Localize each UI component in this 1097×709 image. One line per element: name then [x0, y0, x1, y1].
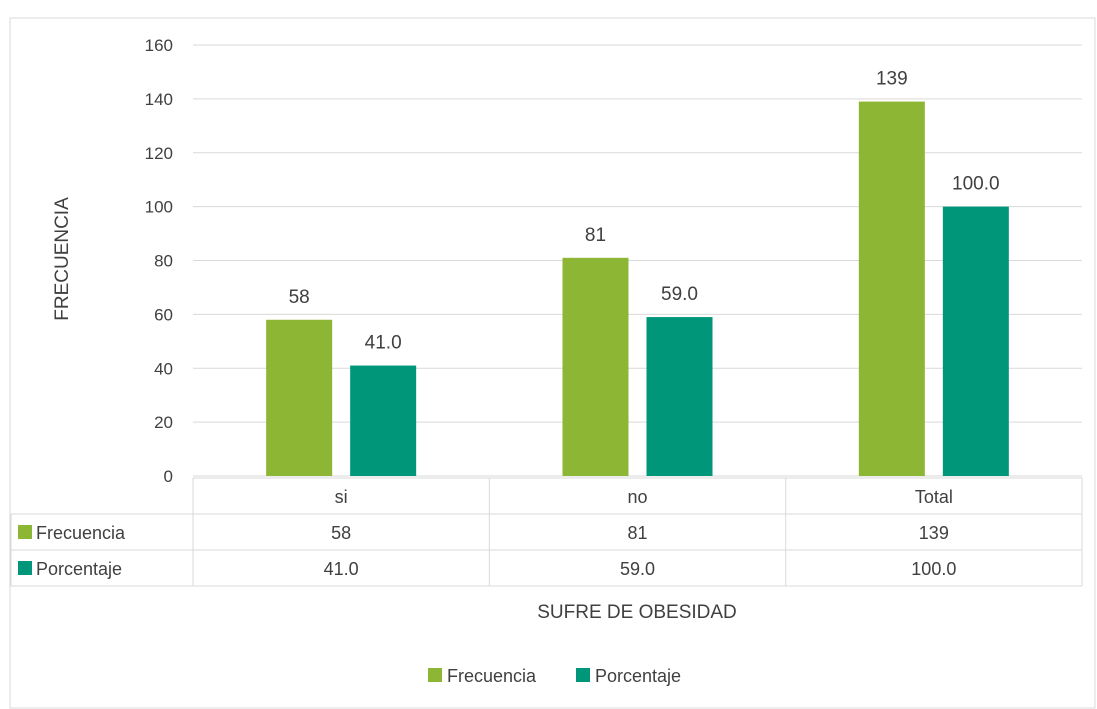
data-label: 139 — [876, 69, 908, 90]
legend: Frecuencia Porcentaje — [428, 666, 681, 686]
bar-porcentaje-no — [646, 317, 713, 476]
data-table: si no Total Frecuencia 58 81 139 Porcentaje 41.0… — [10, 477, 1083, 587]
y-tick-label: 160 — [145, 36, 173, 55]
y-tick-label: 40 — [154, 359, 173, 378]
y-tick-label: 100 — [145, 198, 173, 217]
table-cell: 139 — [919, 523, 949, 543]
table-cell: 41.0 — [324, 559, 359, 579]
legend-swatch — [428, 668, 442, 682]
table-series-name: Porcentaje — [36, 559, 122, 579]
y-tick-label: 140 — [145, 90, 173, 109]
data-label: 41.0 — [365, 333, 402, 354]
table-legend-swatch — [18, 525, 32, 539]
y-tick-label: 120 — [145, 144, 173, 163]
legend-label: Porcentaje — [595, 666, 681, 686]
legend-swatch — [576, 668, 590, 682]
x-axis-title: SUFRE DE OBESIDAD — [537, 602, 737, 623]
data-label: 58 — [289, 287, 310, 308]
data-label: 59.0 — [661, 284, 698, 305]
table-series-name: Frecuencia — [36, 523, 126, 543]
x-tick-label: si — [335, 487, 348, 507]
table-cell: 59.0 — [620, 559, 655, 579]
y-tick-label: 80 — [154, 252, 173, 271]
y-tick-label: 20 — [154, 413, 173, 432]
data-label: 81 — [585, 225, 606, 246]
legend-label: Frecuencia — [447, 666, 537, 686]
table-cell: 81 — [627, 523, 647, 543]
bar-frecuencia-si — [266, 319, 333, 476]
table-legend-swatch — [18, 561, 32, 575]
y-tick-label: 0 — [164, 467, 173, 486]
table-cell: 100.0 — [911, 559, 956, 579]
x-tick-label: Total — [915, 487, 953, 507]
gridlines — [193, 44, 1082, 477]
bar-frecuencia-total — [858, 101, 925, 476]
y-tick-label: 60 — [154, 305, 173, 324]
bars — [266, 101, 1009, 476]
x-tick-label: no — [627, 487, 647, 507]
table-cell: 58 — [331, 523, 351, 543]
data-labels: 58 41.0 81 59.0 139 100.0 — [289, 69, 1000, 354]
bar-porcentaje-total — [942, 206, 1009, 476]
data-label: 100.0 — [952, 174, 1000, 195]
y-axis-ticks: 0 20 40 60 80 100 120 140 160 — [145, 36, 173, 486]
bar-frecuencia-no — [562, 257, 629, 476]
bar-porcentaje-si — [350, 365, 417, 476]
y-axis-title: FRECUENCIA — [52, 197, 73, 321]
